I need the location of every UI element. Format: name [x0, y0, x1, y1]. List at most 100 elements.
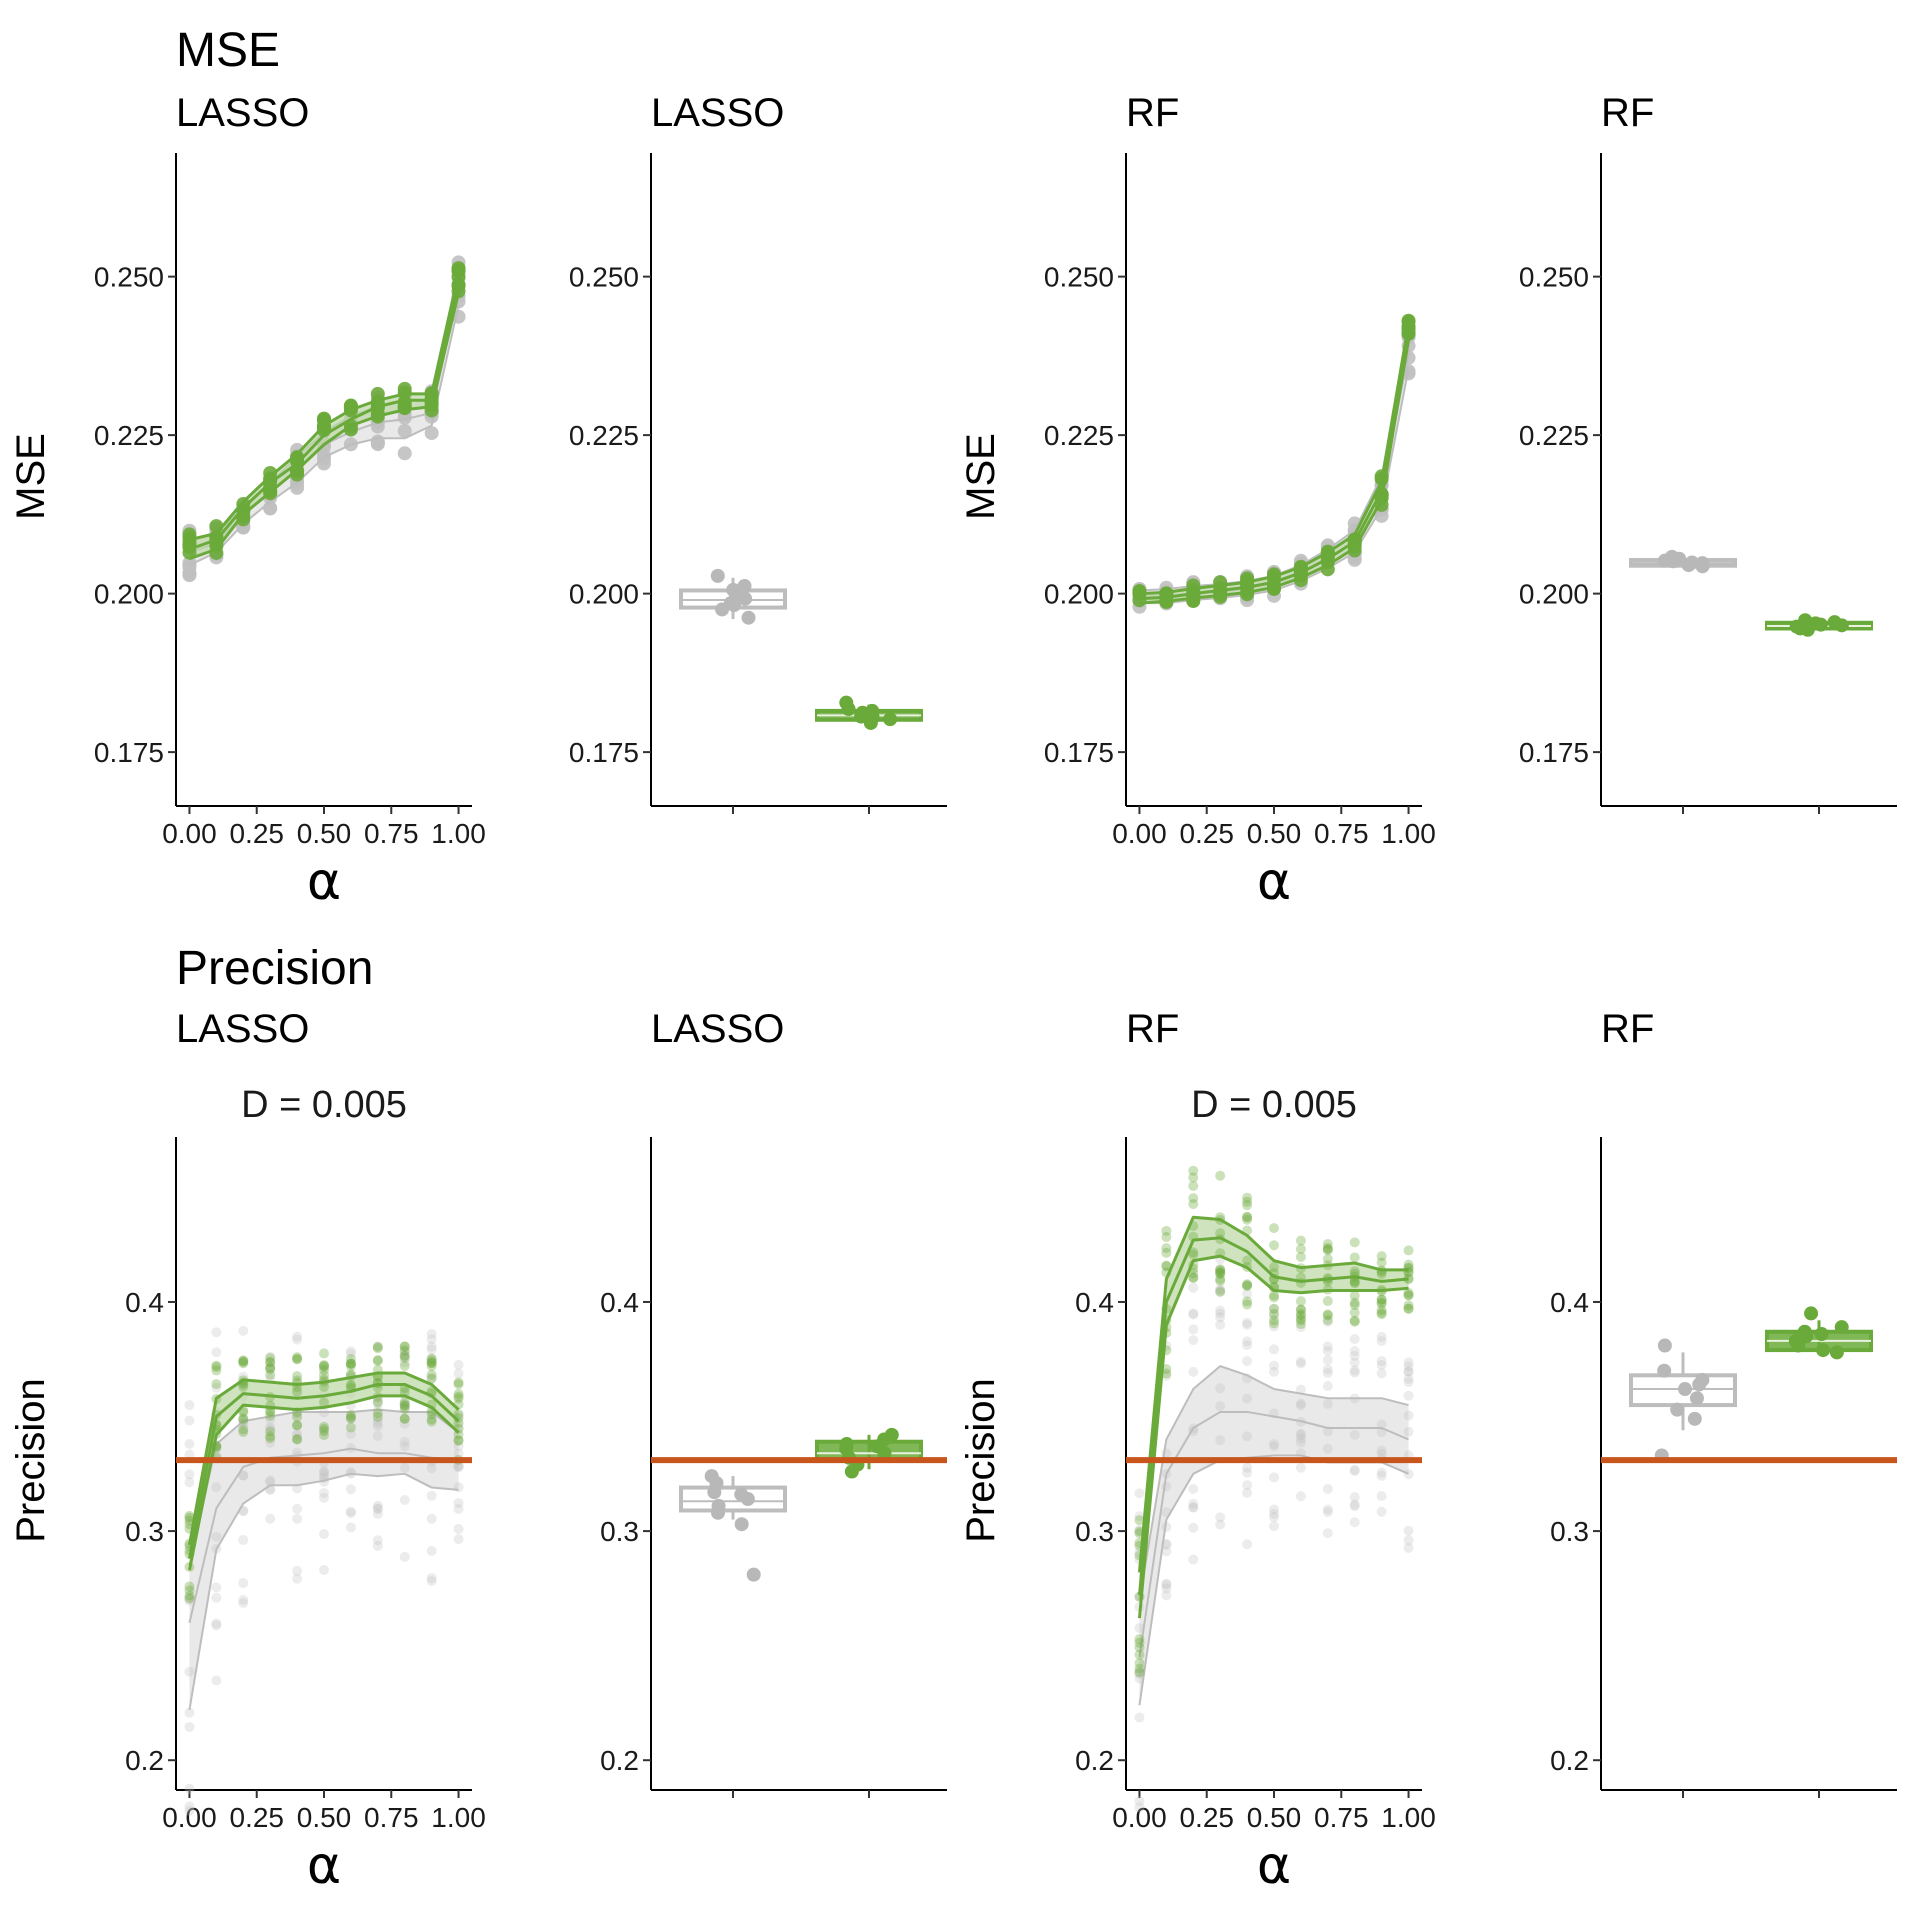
data-point [1295, 1235, 1306, 1246]
data-point [426, 1353, 437, 1364]
data-point [211, 1379, 222, 1390]
data-point [870, 1439, 885, 1454]
data-point [236, 512, 251, 527]
data-point [453, 1534, 464, 1545]
data-point [1188, 1247, 1199, 1258]
data-point [1295, 1309, 1306, 1320]
data-point [1134, 1649, 1145, 1660]
data-point [399, 1345, 410, 1356]
data-point [1295, 1315, 1306, 1326]
data-point [265, 1431, 276, 1442]
data-point [292, 1434, 303, 1445]
data-point [397, 381, 412, 396]
data-point [426, 1358, 437, 1369]
data-point [1269, 1512, 1279, 1523]
data-point [453, 1460, 464, 1471]
data-point [1242, 1340, 1253, 1351]
data-point [184, 1477, 195, 1488]
data-point [1322, 1443, 1333, 1454]
data-point [426, 1513, 437, 1524]
median-line [1139, 332, 1411, 601]
data-point [399, 1341, 410, 1352]
data-point [453, 1503, 464, 1514]
data-point [1188, 1180, 1199, 1191]
data-point [1269, 1303, 1279, 1314]
data-point [1134, 1673, 1145, 1684]
data-point [1215, 1383, 1226, 1394]
data-point [426, 1373, 437, 1384]
data-point [265, 1363, 276, 1374]
data-point [372, 1503, 383, 1514]
data-point [1349, 1237, 1360, 1248]
data-point [292, 1513, 303, 1524]
data-point [319, 1421, 329, 1432]
data-point [1692, 1377, 1707, 1392]
data-point [453, 1359, 464, 1370]
data-point [1269, 1303, 1279, 1314]
data-point [711, 1505, 726, 1520]
data-point [399, 1414, 410, 1425]
data-point [1295, 1437, 1306, 1448]
data-point [1295, 1384, 1306, 1395]
data-point [1269, 1438, 1279, 1449]
data-point [211, 1365, 222, 1376]
data-point [1215, 1275, 1226, 1286]
data-point [292, 1430, 303, 1441]
data-point [1161, 1580, 1172, 1591]
data-point [1161, 1546, 1172, 1557]
lower-line [1137, 1254, 1409, 1619]
data-point [238, 1594, 249, 1605]
data-point [1188, 1199, 1199, 1210]
data-point [372, 1412, 383, 1423]
data-point [1322, 1310, 1333, 1321]
box-panel-1: LASSO 0.175 0.200 0.225 0.250 [569, 91, 947, 814]
data-point [1349, 1367, 1360, 1378]
data-point [1376, 1331, 1387, 1342]
data-point [372, 1415, 383, 1426]
data-point [238, 1325, 249, 1336]
data-point [1403, 1303, 1414, 1314]
data-point [1161, 1583, 1172, 1594]
data-point [184, 1400, 195, 1411]
data-point [1269, 1472, 1279, 1483]
data-point [1349, 1315, 1360, 1326]
data-point [1376, 1359, 1387, 1370]
data-point [1376, 1294, 1387, 1305]
data-point [1242, 1319, 1253, 1330]
data-point [265, 1357, 276, 1368]
data-point [1403, 1259, 1414, 1270]
data-point [182, 565, 197, 580]
data-point [292, 1411, 303, 1422]
data-point [238, 1470, 249, 1481]
data-point [292, 1565, 303, 1576]
data-point [345, 1422, 356, 1433]
y-tick-label: 0.4 [600, 1287, 639, 1318]
data-point [238, 1357, 249, 1368]
data-point [1242, 1255, 1253, 1266]
data-point [1134, 1623, 1145, 1634]
data-point [426, 1490, 437, 1501]
data-point [1295, 1319, 1306, 1330]
data-point [1242, 1480, 1253, 1491]
data-point [453, 1482, 464, 1493]
data-point [372, 1508, 383, 1519]
y-tick-label: 0.175 [1044, 737, 1114, 768]
data-point [184, 1593, 195, 1604]
ci-band [1139, 336, 1409, 604]
data-point [1349, 1499, 1360, 1510]
data-point [1376, 1506, 1387, 1517]
data-point [184, 1415, 195, 1426]
data-point [1349, 1350, 1360, 1361]
data-point [1242, 1336, 1253, 1347]
data-point [211, 1382, 222, 1393]
data-point [399, 1413, 410, 1424]
grey-box [679, 568, 787, 625]
data-point [1269, 1508, 1279, 1519]
data-point [1242, 1212, 1253, 1223]
data-point [184, 1721, 195, 1732]
data-point [184, 1707, 195, 1718]
data-point [211, 1592, 222, 1603]
panel-title: RF [1126, 1007, 1179, 1051]
data-point [319, 1430, 329, 1441]
lower-line [188, 1472, 459, 1710]
